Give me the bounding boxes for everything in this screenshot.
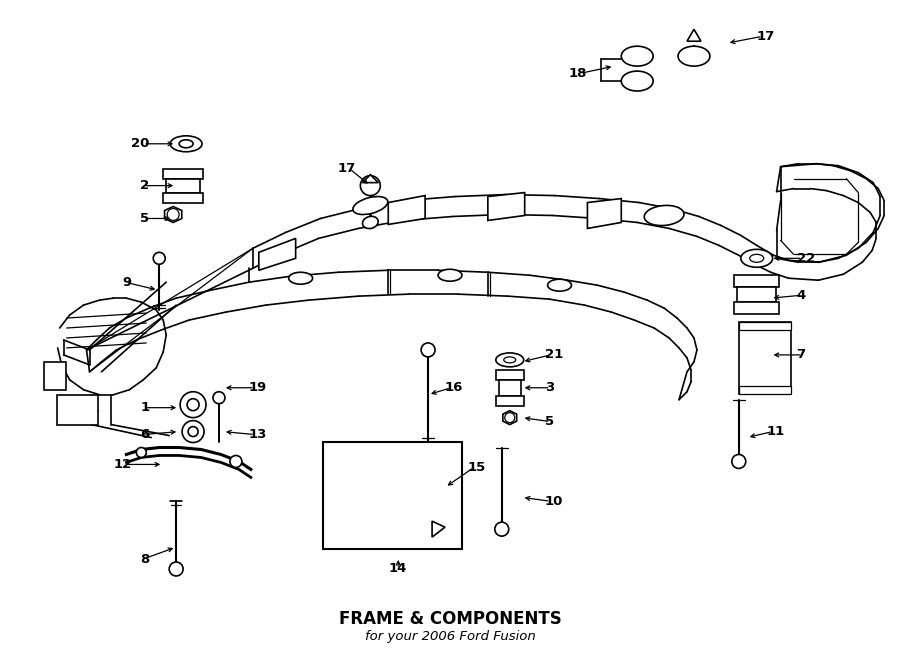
Ellipse shape [504,357,516,363]
Polygon shape [259,239,296,270]
Circle shape [169,562,183,576]
Ellipse shape [750,254,764,262]
Bar [734,302,778,314]
Text: 10: 10 [544,495,563,508]
Polygon shape [363,175,378,182]
Polygon shape [165,206,182,223]
Text: 16: 16 [445,381,464,394]
Polygon shape [388,196,425,225]
Text: 17: 17 [757,30,775,43]
Text: 1: 1 [140,401,149,414]
Text: 9: 9 [122,276,131,289]
Circle shape [187,399,199,410]
Polygon shape [687,29,701,41]
Bar [739,322,790,330]
Bar [737,287,776,302]
Ellipse shape [678,46,710,66]
Bar [496,370,524,380]
Circle shape [421,343,435,357]
Text: 22: 22 [796,252,814,265]
Circle shape [153,253,166,264]
Bar [322,442,462,549]
Text: FRAME & COMPONENTS: FRAME & COMPONENTS [338,610,562,628]
Bar [166,178,200,192]
Polygon shape [488,192,525,221]
Circle shape [732,455,746,469]
Text: 7: 7 [796,348,806,362]
Text: 11: 11 [767,425,785,438]
Ellipse shape [289,272,312,284]
Text: for your 2006 Ford Fusion: for your 2006 Ford Fusion [364,630,536,643]
Bar [57,395,98,424]
Ellipse shape [179,140,194,148]
Polygon shape [503,410,517,424]
Bar [739,322,790,394]
Text: 18: 18 [569,67,588,79]
Text: 4: 4 [796,289,806,301]
Ellipse shape [505,412,515,422]
Text: 17: 17 [338,162,356,175]
Ellipse shape [167,208,179,221]
Bar [44,362,66,390]
Bar [163,169,203,178]
Ellipse shape [547,279,572,291]
Text: 19: 19 [248,381,267,394]
Ellipse shape [353,196,388,215]
Ellipse shape [741,249,772,267]
Circle shape [230,455,242,467]
Ellipse shape [170,136,202,152]
Ellipse shape [496,353,524,367]
Text: 8: 8 [140,553,149,566]
Text: 2: 2 [140,179,149,192]
Ellipse shape [621,46,653,66]
Text: 5: 5 [544,415,554,428]
Text: 5: 5 [140,212,149,225]
Circle shape [495,522,508,536]
Bar [734,275,778,287]
Ellipse shape [363,216,378,229]
Circle shape [188,426,198,436]
Circle shape [213,392,225,404]
Polygon shape [588,198,621,229]
Circle shape [136,447,147,457]
Circle shape [180,392,206,418]
Text: 12: 12 [113,458,131,471]
Ellipse shape [360,176,381,196]
Text: 6: 6 [140,428,149,441]
Ellipse shape [621,71,653,91]
Text: 14: 14 [389,563,408,576]
Bar [499,380,521,396]
Bar [163,192,203,202]
Text: 21: 21 [544,348,562,362]
Bar [739,386,790,394]
Bar [496,396,524,406]
Ellipse shape [644,206,684,225]
Text: 13: 13 [248,428,267,441]
Polygon shape [432,521,445,537]
Text: 15: 15 [468,461,486,474]
Text: 20: 20 [130,137,149,150]
Ellipse shape [438,269,462,281]
Text: 3: 3 [544,381,554,394]
Circle shape [182,420,204,442]
